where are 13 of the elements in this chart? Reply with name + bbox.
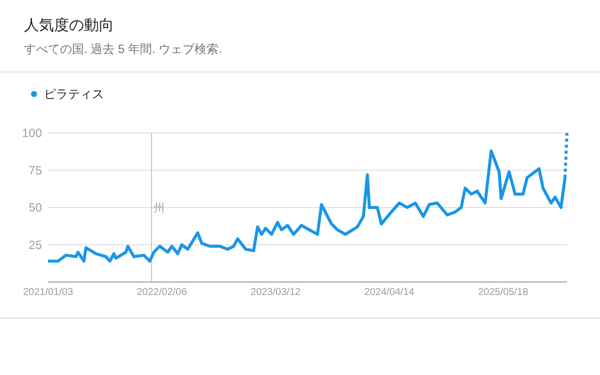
y-tick-label: 100 — [22, 126, 42, 140]
x-tick-label: 2022/02/06 — [136, 287, 188, 298]
y-tick-label: 25 — [28, 238, 42, 252]
x-tick-label: 2024/04/14 — [364, 287, 415, 298]
title: 人気度の動向 — [24, 17, 114, 34]
subtitle: すべての国. 過去 5 年間. ウェブ検索. — [24, 42, 222, 56]
x-tick-label: 2025/05/18 — [478, 287, 529, 298]
y-tick-label: 50 — [28, 200, 42, 214]
x-tick-label: 2023/03/12 — [250, 287, 302, 298]
x-tick-label: 2021/01/03 — [22, 287, 74, 298]
y-tick-label: 75 — [28, 163, 42, 178]
ref-line-label: 州 — [154, 202, 165, 214]
legend: ピラティス — [44, 87, 104, 101]
